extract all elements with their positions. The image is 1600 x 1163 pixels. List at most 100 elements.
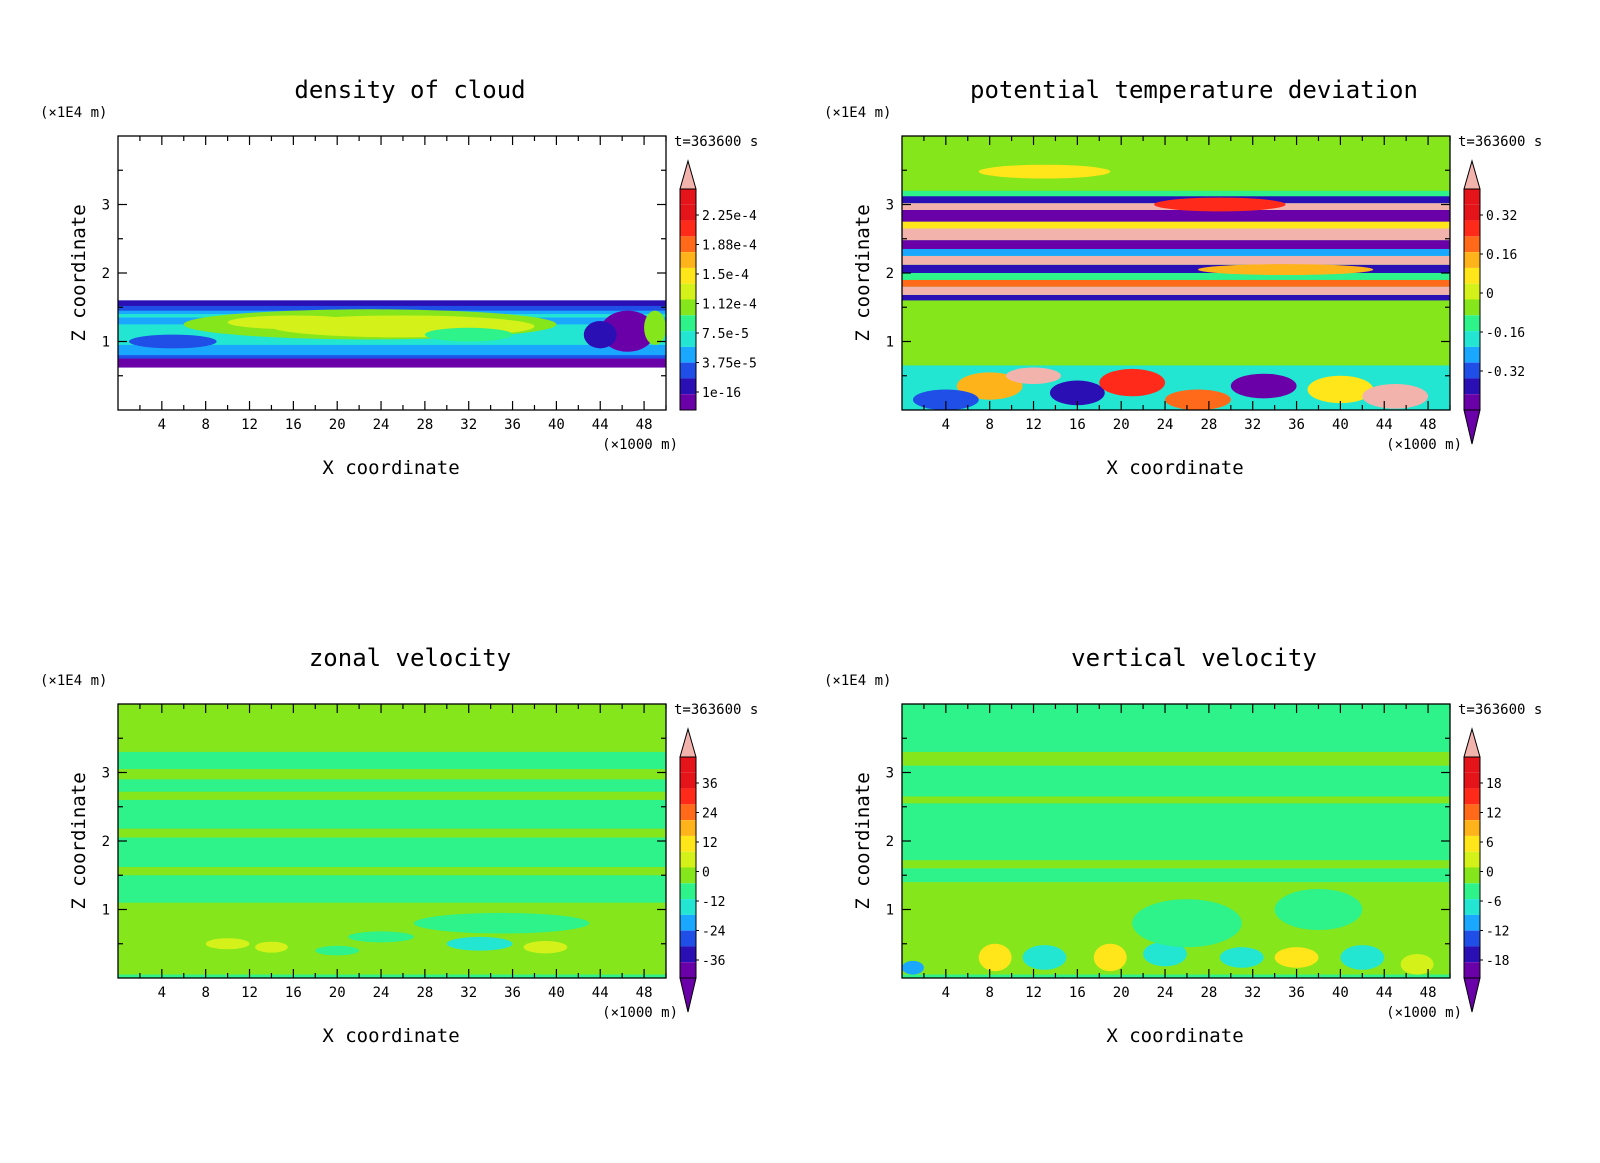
colorbar-swatch — [1464, 851, 1480, 868]
y-tick-label: 2 — [886, 266, 894, 282]
colorbar-label: 0 — [702, 866, 710, 881]
colorbar-top-arrow — [679, 159, 697, 190]
colorbar-label: 1.5e-4 — [702, 268, 749, 283]
x-tick-label: 12 — [241, 985, 258, 1001]
colorbar-top-arrow — [679, 727, 697, 758]
y-tick-label: 1 — [102, 335, 110, 351]
contour-blob — [1143, 941, 1187, 967]
colorbar-label: -18 — [1486, 954, 1509, 969]
contour-blob — [1219, 947, 1264, 968]
x-unit-label: (×1000 m) — [1386, 1005, 1462, 1021]
colorbar-label: 3.75e-5 — [702, 357, 757, 372]
x-tick-label: 8 — [201, 985, 209, 1001]
chart-title: density of cloud — [294, 76, 525, 104]
colorbar-swatch — [1464, 378, 1480, 395]
x-tick-label: 24 — [373, 417, 390, 433]
y-tick-label: 3 — [102, 766, 110, 782]
y-tick-label: 1 — [886, 335, 894, 351]
contour-blob — [128, 334, 217, 349]
colorbar-frame — [679, 756, 697, 979]
contour-blob — [912, 389, 979, 410]
colorbar-bottom-arrow — [1463, 977, 1481, 1013]
y-unit-label: (×1E4 m) — [824, 673, 891, 689]
contour-blob — [583, 320, 617, 349]
contour-band — [902, 228, 1450, 241]
colorbar-label: -12 — [702, 895, 725, 910]
x-tick-label: 36 — [504, 985, 521, 1001]
contour-blob — [413, 912, 590, 934]
chart-title: zonal velocity — [309, 644, 511, 672]
colorbar-swatch — [1464, 299, 1480, 316]
x-tick-label: 32 — [460, 417, 477, 433]
contour-band — [118, 828, 666, 838]
x-tick-label: 28 — [1200, 985, 1217, 1001]
colorbar-swatch — [680, 788, 696, 805]
contour-band — [902, 860, 1450, 869]
colorbar-label: 0 — [1486, 866, 1494, 881]
x-tick-label: 28 — [1200, 417, 1217, 433]
contour-band — [118, 867, 666, 876]
contour-band — [118, 791, 666, 800]
contour-band — [902, 279, 1450, 287]
x-unit-label: (×1000 m) — [602, 1005, 678, 1021]
x-tick-label: 20 — [329, 985, 346, 1001]
colorbar-swatch — [680, 899, 696, 915]
colorbar-swatch — [680, 930, 696, 947]
colorbar-swatch — [1464, 867, 1480, 884]
colorbar-swatch — [680, 914, 696, 931]
x-tick-label: 40 — [548, 985, 565, 1001]
x-tick-label: 48 — [1420, 985, 1437, 1001]
colorbar-label: -0.32 — [1486, 365, 1525, 380]
contour-blob — [227, 315, 360, 330]
x-tick-label: 32 — [1244, 985, 1261, 1001]
colorbar-swatch — [1464, 331, 1480, 347]
colorbar-swatch — [1464, 189, 1480, 205]
colorbar-swatch — [1464, 220, 1480, 237]
colorbar-swatch — [1464, 252, 1480, 268]
colorbar-label: 18 — [1486, 777, 1502, 792]
colorbar-swatch — [680, 362, 696, 379]
x-tick-label: 4 — [158, 985, 166, 1001]
contour-blob — [1099, 368, 1166, 397]
colorbar-swatch — [680, 962, 696, 978]
time-label: t=363600 s — [674, 702, 758, 718]
colorbar-swatch — [680, 315, 696, 332]
x-tick-label: 36 — [1288, 417, 1305, 433]
colorbar-swatch — [680, 804, 696, 821]
colorbar-swatch — [1464, 788, 1480, 805]
contour-band — [902, 136, 1450, 191]
colorbar-label: -24 — [702, 925, 726, 940]
contour-blob — [1197, 264, 1374, 276]
x-axis-label: X coordinate — [322, 457, 459, 479]
colorbar-label: 6 — [1486, 836, 1494, 851]
contour-blob — [1400, 954, 1434, 975]
colorbar-label: 2.25e-4 — [702, 209, 757, 224]
y-tick-label: 2 — [102, 834, 110, 850]
colorbar-swatch — [1464, 930, 1480, 947]
x-tick-label: 20 — [1113, 417, 1130, 433]
colorbar-frame — [679, 188, 697, 411]
plot-area — [118, 136, 666, 410]
x-axis-label: X coordinate — [322, 1025, 459, 1047]
y-tick-label: 3 — [886, 766, 894, 782]
contour-blob — [424, 327, 513, 342]
contour-blob — [1132, 899, 1242, 948]
x-tick-label: 24 — [1157, 985, 1174, 1001]
x-tick-label: 4 — [942, 417, 950, 433]
y-tick-label: 3 — [886, 198, 894, 214]
colorbar-swatch — [1464, 899, 1480, 915]
x-tick-label: 44 — [1376, 985, 1393, 1001]
x-tick-label: 4 — [158, 417, 166, 433]
contour-blob — [956, 372, 1023, 400]
x-tick-label: 16 — [1069, 985, 1086, 1001]
plot-area — [902, 704, 1450, 978]
x-axis-label: X coordinate — [1106, 1025, 1243, 1047]
colorbar-swatch — [680, 252, 696, 268]
colorbar-swatch — [1464, 236, 1480, 253]
plot-area — [118, 704, 666, 978]
colorbar-swatch — [1464, 283, 1480, 300]
contour-blob — [205, 938, 250, 950]
contour-band — [118, 704, 666, 752]
x-tick-label: 24 — [1157, 417, 1174, 433]
colorbar: 2.25e-4 1.88e-4 1.5e-4 1.12e-4 7.5e-5 3.75e-5… — [679, 159, 757, 411]
